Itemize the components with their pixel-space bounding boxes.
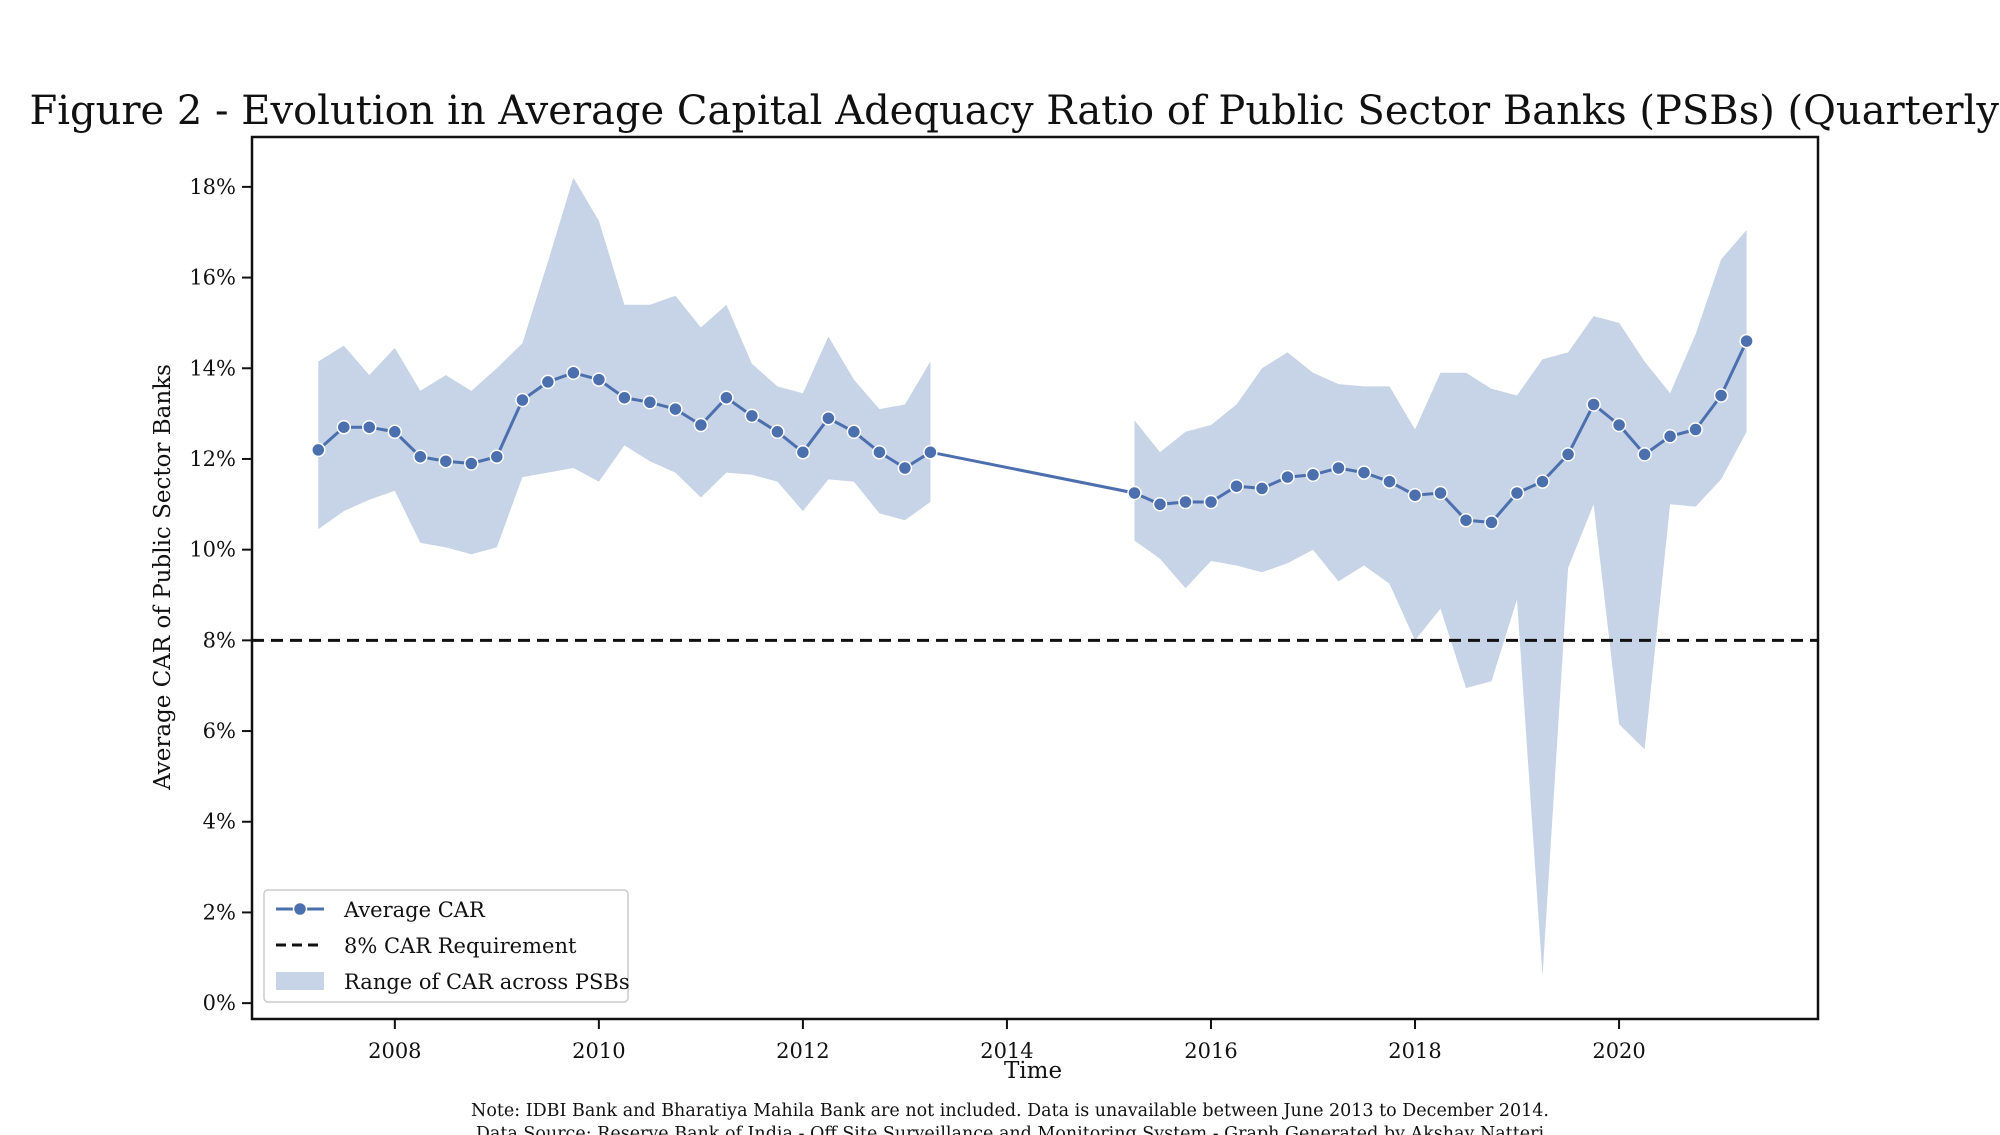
average-car-point	[438, 453, 454, 469]
average-car-markers	[311, 333, 1754, 530]
average-car-point	[744, 408, 760, 424]
x-tick-label: 2008	[368, 1039, 421, 1063]
y-tick-label: 14%	[189, 356, 236, 380]
average-car-point	[1254, 481, 1270, 496]
average-car-point	[1280, 469, 1295, 485]
y-tick-label: 18%	[189, 175, 236, 199]
x-tick-label: 2020	[1592, 1039, 1645, 1063]
y-tick-label: 6%	[203, 719, 236, 743]
average-car-point	[1739, 333, 1754, 349]
y-axis-label: Average CAR of Public Sector Banks	[150, 364, 176, 791]
average-car-point	[1586, 397, 1601, 412]
range-band-group	[318, 177, 1747, 976]
average-car-point	[1382, 474, 1397, 489]
average-car-point	[1331, 460, 1346, 476]
x-tick-label: 2018	[1388, 1039, 1441, 1063]
average-car-point	[336, 419, 352, 435]
range-band-segment-1	[318, 177, 931, 555]
chart-title: Figure 2 - Evolution in Average Capital …	[29, 88, 2000, 134]
average-car-point	[464, 456, 479, 471]
average-car-point	[693, 417, 709, 433]
y-tick-label: 4%	[203, 810, 236, 834]
average-car-point	[1127, 485, 1142, 501]
average-car-point	[1611, 417, 1627, 433]
legend-average-car-marker	[292, 901, 308, 917]
average-car-point	[311, 442, 326, 458]
y-tick-label: 8%	[203, 628, 236, 652]
x-tick-label: 2014	[980, 1039, 1033, 1063]
plot-frame	[250, 135, 1820, 1021]
average-car-point	[719, 390, 734, 405]
average-car-point	[1637, 447, 1652, 462]
average-car-point	[1203, 494, 1219, 510]
chart-legend: Average CAR 8% CAR Requirement Range of …	[263, 889, 630, 1003]
average-car-point	[1433, 485, 1448, 501]
x-axis-label: Time	[1004, 1058, 1062, 1084]
average-car-point	[1688, 422, 1703, 437]
range-band-segment-2	[1134, 230, 1747, 976]
average-car-point	[387, 424, 403, 440]
average-car-point	[1662, 429, 1678, 444]
average-car-point	[1356, 465, 1372, 480]
average-car-point	[1509, 485, 1525, 501]
average-car-point	[617, 390, 632, 405]
chart-note: Note: IDBI Bank and Bharatiya Mahila Ban…	[471, 1101, 1549, 1121]
average-car-point	[1152, 497, 1168, 512]
legend-label-requirement: 8% CAR Requirement	[344, 934, 577, 958]
average-car-point	[1178, 494, 1193, 510]
average-car-point	[923, 444, 938, 460]
average-car-point	[515, 392, 530, 408]
average-car-point	[821, 410, 836, 426]
average-car-point	[489, 449, 505, 464]
average-car-point	[591, 372, 607, 387]
average-car-point	[1713, 388, 1729, 403]
average-car-point	[413, 449, 428, 464]
average-car-point	[1407, 487, 1423, 503]
average-car-point	[897, 460, 913, 476]
average-car-point	[1535, 474, 1550, 489]
average-car-point	[1560, 447, 1576, 462]
average-car-point	[1458, 512, 1474, 528]
y-tick-label: 10%	[189, 538, 236, 562]
average-car-point	[846, 424, 862, 440]
legend-label-average-car: Average CAR	[343, 898, 486, 922]
average-car-point	[1229, 478, 1244, 494]
y-tick-label: 12%	[189, 447, 236, 471]
y-tick-label: 2%	[203, 900, 236, 924]
average-car-point	[668, 401, 683, 417]
legend-label-range: Range of CAR across PSBs	[344, 970, 630, 994]
average-car-point	[872, 444, 887, 460]
y-tick-label: 16%	[189, 266, 236, 290]
x-tick-label: 2016	[1184, 1039, 1237, 1063]
chart-data-source: Data Source: Reserve Bank of India - Off…	[476, 1124, 1545, 1135]
x-tick-label: 2012	[776, 1039, 829, 1063]
average-car-point	[642, 395, 658, 410]
average-car-point	[795, 444, 811, 460]
average-car-point	[540, 374, 556, 390]
y-tick-label: 0%	[203, 991, 236, 1015]
x-tick-label: 2010	[572, 1039, 625, 1063]
x-axis-ticks: 2008 2010 2012 2014 2016 2018 2020	[368, 1019, 1646, 1063]
average-car-point	[566, 365, 581, 381]
y-axis-ticks: 0% 2% 4% 6% 8% 10% 12% 14% 16% 18%	[189, 175, 252, 1015]
average-car-point	[1305, 467, 1321, 483]
average-car-point	[1484, 515, 1499, 530]
average-car-point	[362, 419, 377, 435]
legend-range-swatch	[276, 972, 324, 990]
average-car-point	[770, 424, 785, 440]
legend-box	[263, 889, 629, 1003]
